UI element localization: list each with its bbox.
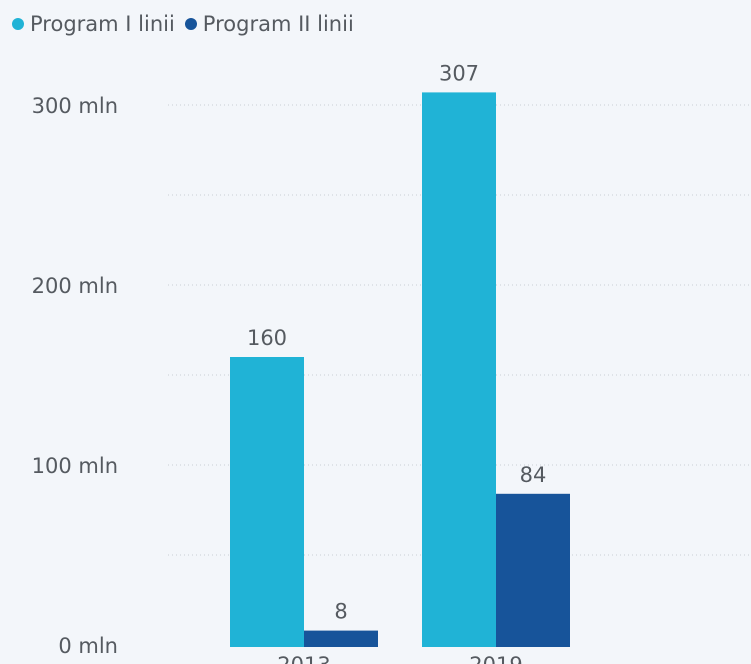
legend-swatch-program-ii bbox=[184, 18, 197, 30]
bar-2019-series-1 bbox=[422, 92, 496, 647]
data-label: 8 bbox=[334, 600, 347, 624]
legend-item-program-ii[interactable]: Program II linii bbox=[184, 12, 354, 36]
legend-label-program-i: Program I linii bbox=[30, 12, 175, 36]
legend-item-program-i[interactable]: Program I linii bbox=[12, 12, 175, 36]
legend: Program I linii Program II linii bbox=[12, 12, 354, 36]
data-label: 160 bbox=[247, 326, 287, 350]
y-tick-label: 300 mln bbox=[32, 94, 118, 118]
y-tick-label: 100 mln bbox=[32, 454, 118, 478]
y-tick-label: 200 mln bbox=[32, 274, 118, 298]
bar-2019-series-2 bbox=[496, 493, 570, 647]
data-label: 84 bbox=[520, 463, 547, 487]
legend-swatch-program-i bbox=[12, 18, 24, 30]
data-label: 307 bbox=[439, 61, 479, 85]
x-tick-label: 2019 bbox=[469, 653, 522, 664]
y-tick-label: 0 mln bbox=[58, 634, 118, 658]
bar-2013-series-2 bbox=[304, 630, 378, 647]
bar-2013-series-1 bbox=[230, 357, 304, 647]
legend-label-program-ii: Program II linii bbox=[202, 12, 354, 36]
x-tick-label: 2013 bbox=[277, 653, 330, 664]
